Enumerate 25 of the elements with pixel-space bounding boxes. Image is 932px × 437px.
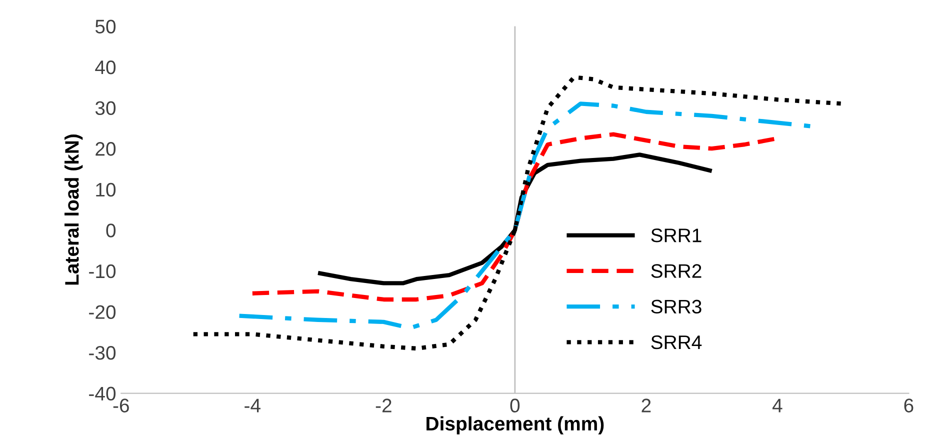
x-tick-label: -6 [113,398,129,412]
legend-label: SRR4 [651,335,702,350]
x-tick-label: 2 [642,398,651,412]
y-tick-label: -10 [89,264,116,278]
legend-label: SRR3 [651,300,702,314]
x-tick-label: -4 [244,398,260,412]
y-tick-label: 50 [95,20,116,34]
legend-label: SRR1 [651,228,702,242]
y-axis-title: Lateral load (kN) [64,134,83,285]
line-series [237,102,812,330]
legend-label: SRR2 [651,264,702,278]
line-series [316,152,714,286]
y-tick-label: -20 [89,305,116,319]
y-tick-label: -30 [89,346,116,360]
y-tick-label: 20 [96,142,116,156]
x-tick-label: 4 [772,398,782,412]
x-tick-label: 6 [904,398,914,412]
x-axis-title: Displacement (mm) [426,416,604,434]
y-tick-label: 30 [95,101,116,116]
y-tick-label: -40 [89,386,116,401]
x-tick-label: 0 [510,398,520,412]
y-tick-label: 0 [106,224,116,238]
x-tick-label: -2 [376,398,392,412]
y-tick-label: 10 [96,182,116,197]
y-tick-label: 40 [95,60,116,74]
